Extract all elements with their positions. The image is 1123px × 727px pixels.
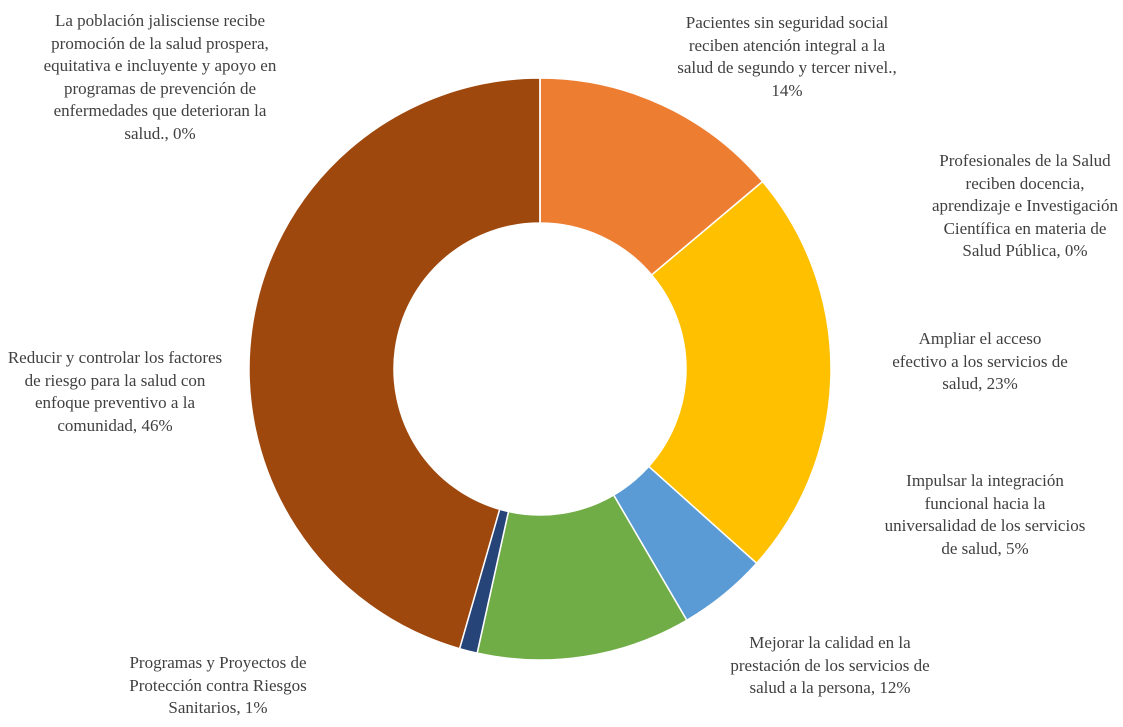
value-label: 23% [986, 374, 1018, 394]
value-label: 1% [244, 698, 268, 718]
donut-slice [539, 77, 764, 277]
category-label: Pacientes sin seguridad social reciben a… [677, 13, 897, 78]
data-label: La población jalisciense recibe promoció… [35, 10, 285, 146]
category-label: Profesionales de la Salud reciben docenc… [932, 151, 1118, 261]
donut-slice [647, 180, 832, 565]
category-label: La población jalisciense recibe promoció… [43, 11, 277, 143]
data-label: Reducir y controlar los factores de ries… [3, 347, 228, 437]
data-label: Programas y Proyectos de Protección cont… [103, 652, 333, 720]
value-label: 46% [141, 415, 173, 435]
category-label: Impulsar la integración funcional hacia … [884, 471, 1086, 558]
value-label: 0% [1064, 241, 1088, 261]
donut-slice [476, 494, 688, 661]
data-label: Profesionales de la Salud reciben docenc… [925, 150, 1123, 263]
category-label: Mejorar la calidad en la prestación de l… [730, 633, 930, 698]
category-label: Programas y Proyectos de Protección cont… [129, 653, 307, 718]
donut-slice [248, 77, 541, 650]
data-label: Mejorar la calidad en la prestación de l… [715, 632, 945, 700]
value-label: 14% [771, 80, 803, 100]
category-label: Ampliar el acceso efectivo a los servici… [892, 329, 1068, 394]
value-label: 5% [1006, 538, 1029, 558]
data-label: Ampliar el acceso efectivo a los servici… [890, 328, 1070, 396]
data-label: Pacientes sin seguridad social reciben a… [677, 12, 897, 102]
category-label: Reducir y controlar los factores de ries… [7, 348, 223, 435]
value-label: 0% [172, 123, 196, 143]
data-label: Impulsar la integración funcional hacia … [880, 470, 1090, 560]
value-label: 12% [879, 678, 911, 698]
